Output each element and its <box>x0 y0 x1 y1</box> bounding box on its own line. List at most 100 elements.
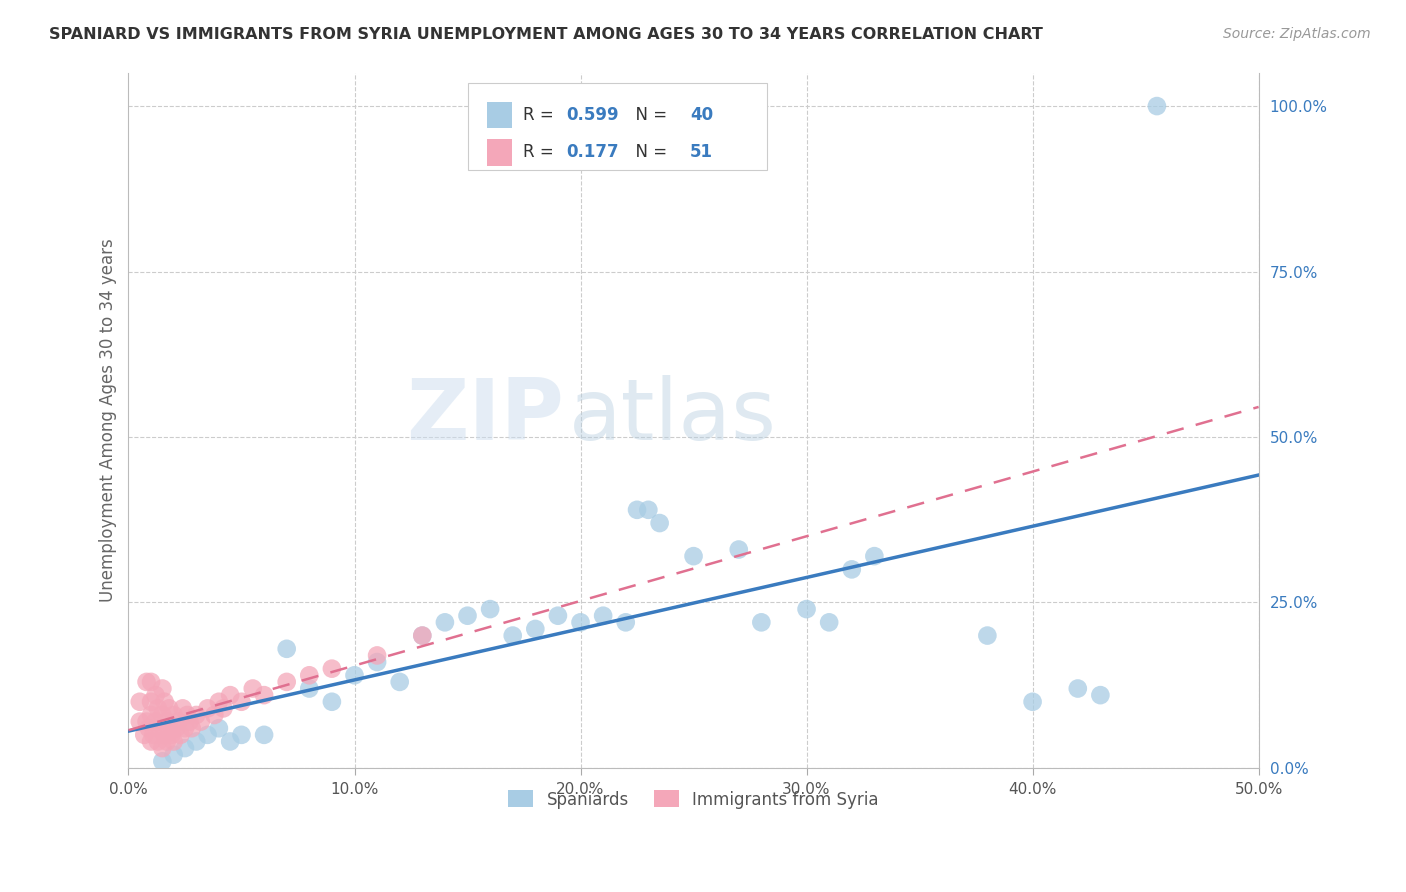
Point <box>502 629 524 643</box>
Point <box>169 728 191 742</box>
Point <box>142 728 165 742</box>
Point <box>321 695 343 709</box>
Point <box>253 688 276 702</box>
Text: N =: N = <box>624 106 672 124</box>
Point <box>321 662 343 676</box>
Point <box>139 695 162 709</box>
Point <box>1067 681 1090 696</box>
Point <box>796 602 818 616</box>
Point <box>637 503 659 517</box>
Point <box>479 602 502 616</box>
Point <box>457 608 479 623</box>
Point <box>231 695 253 709</box>
Point <box>614 615 637 630</box>
Point <box>366 648 388 663</box>
Point <box>176 708 198 723</box>
Point <box>146 701 169 715</box>
Point <box>202 708 225 723</box>
Point <box>186 734 208 748</box>
Point <box>366 655 388 669</box>
Point <box>156 734 179 748</box>
Text: N =: N = <box>624 144 672 161</box>
Point <box>153 728 176 742</box>
Point <box>134 728 156 742</box>
Point <box>139 734 162 748</box>
Point <box>411 629 433 643</box>
Point <box>411 629 433 643</box>
Point <box>150 755 173 769</box>
Point <box>150 741 173 756</box>
Text: 0.599: 0.599 <box>565 106 619 124</box>
Point <box>231 728 253 742</box>
Point <box>592 608 614 623</box>
Point <box>682 549 704 563</box>
Text: atlas: atlas <box>569 376 778 458</box>
Point <box>343 668 366 682</box>
Point <box>165 721 187 735</box>
Point <box>1146 99 1168 113</box>
Point <box>172 701 194 715</box>
Y-axis label: Unemployment Among Ages 30 to 34 years: Unemployment Among Ages 30 to 34 years <box>100 238 117 602</box>
Point <box>841 562 863 576</box>
Text: SPANIARD VS IMMIGRANTS FROM SYRIA UNEMPLOYMENT AMONG AGES 30 TO 34 YEARS CORRELA: SPANIARD VS IMMIGRANTS FROM SYRIA UNEMPL… <box>49 27 1043 42</box>
Point <box>160 728 183 742</box>
Point <box>626 503 648 517</box>
Point <box>219 734 242 748</box>
Point <box>138 721 160 735</box>
Point <box>149 721 172 735</box>
Point <box>1090 688 1112 702</box>
Point <box>145 688 167 702</box>
Point <box>276 641 298 656</box>
FancyBboxPatch shape <box>486 102 512 128</box>
Point <box>751 615 773 630</box>
Point <box>524 622 547 636</box>
Point <box>157 721 180 735</box>
Text: ZIP: ZIP <box>406 376 564 458</box>
Point <box>388 674 411 689</box>
Point <box>150 708 173 723</box>
Point <box>197 701 219 715</box>
Point <box>150 681 173 696</box>
Point <box>179 714 201 729</box>
Point <box>818 615 841 630</box>
Point <box>135 714 157 729</box>
Point <box>174 741 197 756</box>
Point <box>163 708 186 723</box>
Point <box>180 721 202 735</box>
Text: 40: 40 <box>690 106 713 124</box>
FancyBboxPatch shape <box>468 84 768 170</box>
Point <box>242 681 264 696</box>
Point <box>219 688 242 702</box>
Point <box>253 728 276 742</box>
Point <box>547 608 569 623</box>
Point <box>145 714 167 729</box>
Text: 51: 51 <box>690 144 713 161</box>
Point <box>156 714 179 729</box>
Legend: Spaniards, Immigrants from Syria: Spaniards, Immigrants from Syria <box>502 784 886 815</box>
Point <box>212 701 235 715</box>
Point <box>976 629 998 643</box>
Point <box>1021 695 1043 709</box>
Point <box>569 615 592 630</box>
Point <box>197 728 219 742</box>
Point <box>863 549 886 563</box>
Text: Source: ZipAtlas.com: Source: ZipAtlas.com <box>1223 27 1371 41</box>
Point <box>167 714 190 729</box>
Text: R =: R = <box>523 106 560 124</box>
Point <box>163 747 186 762</box>
Point <box>128 695 150 709</box>
Point <box>186 708 208 723</box>
Point <box>298 668 321 682</box>
Point <box>433 615 456 630</box>
Point <box>648 516 671 530</box>
Point <box>146 734 169 748</box>
Point <box>727 542 749 557</box>
Point <box>153 695 176 709</box>
Point <box>139 674 162 689</box>
Point <box>298 681 321 696</box>
Point <box>163 734 186 748</box>
Point <box>190 714 212 729</box>
Point <box>135 674 157 689</box>
Text: 0.177: 0.177 <box>565 144 619 161</box>
Point <box>276 674 298 689</box>
